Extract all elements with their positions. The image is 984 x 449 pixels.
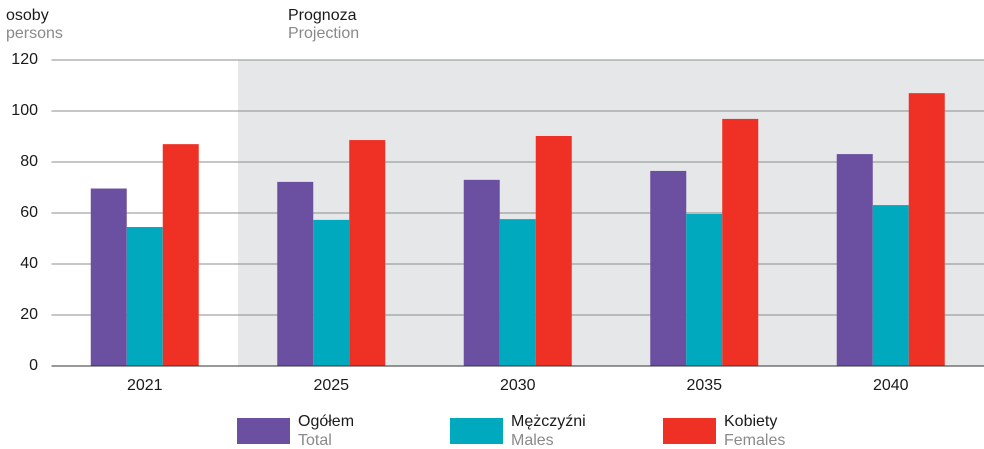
bar xyxy=(650,170,687,366)
x-tick-label: 2035 xyxy=(686,377,722,394)
bar xyxy=(908,93,945,367)
x-tick-label: 2040 xyxy=(873,377,909,394)
legend-label-en: Males xyxy=(511,432,554,449)
x-tick-label: 2021 xyxy=(127,377,163,394)
y-tick-label: 80 xyxy=(20,153,38,170)
y-tick-label: 20 xyxy=(20,306,38,323)
bar xyxy=(162,144,199,366)
bar xyxy=(722,118,759,366)
y-tick-label: 40 xyxy=(20,255,38,272)
x-tick-label: 2030 xyxy=(500,377,536,394)
y-tick-label: 120 xyxy=(11,51,38,68)
bar xyxy=(499,219,536,366)
y-tick-label: 60 xyxy=(20,204,38,221)
bar xyxy=(535,135,572,366)
projection-label: Prognoza xyxy=(288,7,357,24)
x-tick-label: 2025 xyxy=(313,377,349,394)
legend-label: Ogółem xyxy=(298,413,354,430)
legend-swatch xyxy=(450,418,503,444)
projection-label-en: Projection xyxy=(288,25,359,42)
bar xyxy=(686,214,723,366)
y-axis-label: osoby xyxy=(6,7,49,24)
legend-swatch xyxy=(237,418,290,444)
bar xyxy=(349,140,386,366)
bar xyxy=(126,227,163,366)
bar xyxy=(463,179,500,366)
y-tick-label: 100 xyxy=(11,102,38,119)
legend-label-en: Females xyxy=(724,432,785,449)
y-axis-label-en: persons xyxy=(6,25,63,42)
y-tick-label: 0 xyxy=(29,357,38,374)
bar xyxy=(836,154,873,366)
legend-label: Mężczyźni xyxy=(511,413,586,430)
legend-swatch xyxy=(663,418,716,444)
bar xyxy=(313,219,350,366)
bar xyxy=(90,188,127,366)
bar xyxy=(872,205,909,366)
legend-label-en: Total xyxy=(298,432,332,449)
legend-label: Kobiety xyxy=(724,413,777,430)
bar xyxy=(277,181,314,366)
